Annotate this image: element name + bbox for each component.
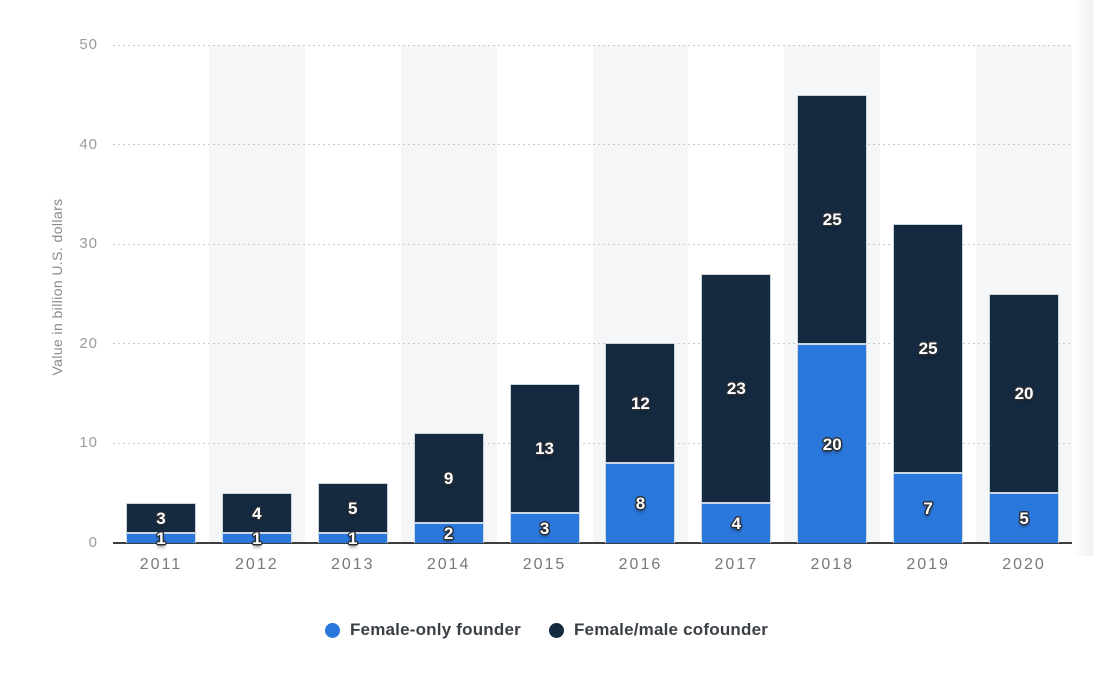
bar-value-label: 3 xyxy=(539,519,550,538)
bar-2016: 12 8 xyxy=(605,343,676,543)
bar-segment-female-male-cofounder[interactable]: 5 xyxy=(317,483,388,533)
y-tick-label: 50 xyxy=(79,36,98,53)
x-tick-label: 2012 xyxy=(235,556,279,573)
bar-segment-female-only-founder[interactable]: 3 xyxy=(509,513,580,543)
bar-2015: 13 3 xyxy=(509,384,580,543)
y-tick-label: 20 xyxy=(79,334,98,352)
bar-value-label: 8 xyxy=(635,494,646,513)
x-tick-label: 2017 xyxy=(714,556,759,573)
gridline xyxy=(113,243,1070,245)
bar-value-label: 3 xyxy=(156,508,166,528)
legend-item-female-only-founder: Female-only founder xyxy=(324,620,521,640)
bar-segment-female-only-founder[interactable]: 1 xyxy=(221,530,292,547)
x-tick-label: 2016 xyxy=(618,556,663,573)
bar-value-label: 20 xyxy=(822,434,842,454)
legend-label: Female-only founder xyxy=(349,620,521,639)
x-tick-label: 2020 xyxy=(1002,556,1046,573)
right-edge-shadow xyxy=(1073,0,1093,556)
bar-value-label: 4 xyxy=(252,503,262,523)
bar-value-label: 9 xyxy=(443,468,454,488)
bar-value-label: 23 xyxy=(726,379,746,398)
y-tick-label: 40 xyxy=(79,135,98,153)
legend-dot-female-only-founder xyxy=(324,622,340,638)
y-tick-label: 0 xyxy=(88,534,98,551)
bar-segment-female-male-cofounder[interactable]: 25 xyxy=(797,95,868,344)
bar-value-label: 5 xyxy=(1019,509,1029,528)
bar-segment-female-only-founder[interactable]: 8 xyxy=(605,463,676,543)
bar-value-label: 13 xyxy=(535,439,554,458)
bar-value-label: 7 xyxy=(923,499,933,518)
legend: Female-only founder Female/male cofounde… xyxy=(0,616,1093,644)
bar-value-label: 20 xyxy=(1014,384,1034,403)
bar-segment-female-only-founder[interactable]: 1 xyxy=(125,530,196,547)
bar-value-label: 25 xyxy=(822,210,842,229)
bar-value-label: 1 xyxy=(156,529,166,548)
bar-value-label: 4 xyxy=(731,514,742,533)
x-tick-label: 2013 xyxy=(330,556,375,573)
y-tick-label: 30 xyxy=(79,235,98,253)
x-tick-label: 2018 xyxy=(810,556,855,573)
plot-area: 3 1 4 1 5 1 9 2 13 3 12 8 23 4 25 20 25 7 20 5 xyxy=(113,0,1072,547)
bar-segment-female-only-founder[interactable]: 20 xyxy=(797,344,868,543)
bar-segment-female-only-founder[interactable]: 2 xyxy=(413,523,484,543)
background-stripe xyxy=(208,45,305,543)
gridline xyxy=(113,144,1070,146)
bar-2019: 25 7 xyxy=(893,224,964,543)
bar-value-label: 5 xyxy=(348,498,358,518)
bar-value-label: 1 xyxy=(348,529,358,548)
x-tick-label: 2011 xyxy=(139,556,183,573)
bar-2017: 23 4 xyxy=(701,274,772,543)
bar-segment-female-male-cofounder[interactable]: 12 xyxy=(605,343,676,463)
bar-value-label: 12 xyxy=(630,393,650,413)
x-axis-line xyxy=(113,542,1072,544)
bar-2018: 25 20 xyxy=(797,95,868,543)
bar-segment-female-only-founder[interactable]: 1 xyxy=(317,530,388,547)
x-tick-label: 2019 xyxy=(906,556,950,573)
bar-segment-female-male-cofounder[interactable]: 23 xyxy=(701,274,772,503)
gridline xyxy=(113,343,1070,345)
gridline xyxy=(113,442,1070,444)
y-tick-label: 10 xyxy=(79,434,98,452)
bar-segment-female-male-cofounder[interactable]: 9 xyxy=(413,433,484,523)
bar-segment-female-male-cofounder[interactable]: 13 xyxy=(509,384,580,513)
bar-segment-female-male-cofounder[interactable]: 3 xyxy=(125,503,196,533)
legend-dot-female-male-cofounder xyxy=(548,622,564,638)
bar-segment-female-male-cofounder[interactable]: 20 xyxy=(989,294,1060,493)
bar-value-label: 1 xyxy=(252,529,262,548)
bar-segment-female-male-cofounder[interactable]: 25 xyxy=(893,224,964,473)
bar-segment-female-only-founder[interactable]: 4 xyxy=(701,503,772,543)
bar-value-label: 25 xyxy=(918,339,938,358)
legend-item-female-male-cofounder: Female/male cofounder xyxy=(548,620,769,640)
x-tick-label: 2015 xyxy=(522,556,567,573)
bar-2020: 20 5 xyxy=(989,294,1060,543)
bar-segment-female-only-founder[interactable]: 7 xyxy=(893,473,964,543)
x-tick-label: 2014 xyxy=(426,556,471,573)
legend-label: Female/male cofounder xyxy=(573,620,769,639)
bar-segment-female-male-cofounder[interactable]: 4 xyxy=(221,493,292,533)
gridline xyxy=(113,44,1070,46)
bar-segment-female-only-founder[interactable]: 5 xyxy=(989,493,1060,543)
bar-value-label: 2 xyxy=(443,524,454,543)
